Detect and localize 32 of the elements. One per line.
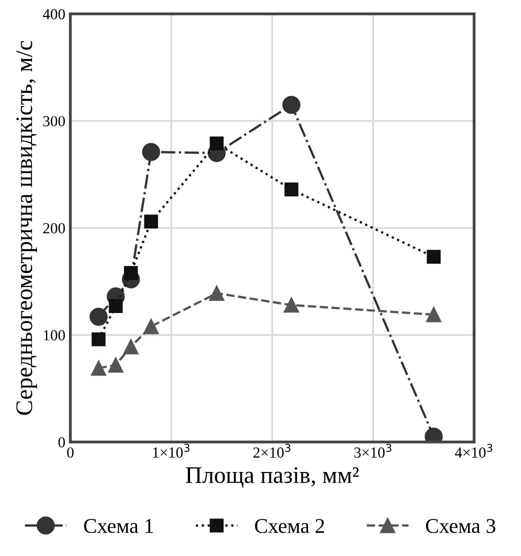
x-tick-label: 4×10$^{3}$ [454,444,492,458]
point [284,297,300,313]
y-tick-label: 200 [43,223,65,234]
point [144,214,158,228]
y-tick-label: 300 [43,116,65,126]
x-tick-label: 3×10$^{3}$ [354,444,392,458]
point [123,339,139,354]
point [108,299,123,314]
point [90,308,108,326]
y-axis-title: Середньогеометрична швидкість, м/с [16,40,37,415]
x-axis-title: Площа пазів, мм² [186,467,359,488]
point [92,332,106,346]
x-tick-label: 0 [67,447,74,458]
point [124,266,138,280]
x-tick-label: 1×10$^{3}$ [153,444,190,458]
y-tick-label: 0 [58,437,65,448]
x-tick-label: 2×10$^{3}$ [253,444,290,458]
point [426,250,441,264]
point [142,142,160,161]
y-tick-label: 400 [42,9,65,20]
y-tick-label: 100 [44,330,65,340]
legend-label: Схема 1 [84,519,153,534]
point [284,182,298,196]
point [108,357,124,373]
legend-label: Схема 3 [426,519,496,534]
point [143,318,159,334]
point [426,307,442,322]
point [209,286,224,301]
point [282,96,300,114]
point [210,136,224,150]
legend-label: Схема 2 [255,519,324,534]
point [90,360,106,376]
